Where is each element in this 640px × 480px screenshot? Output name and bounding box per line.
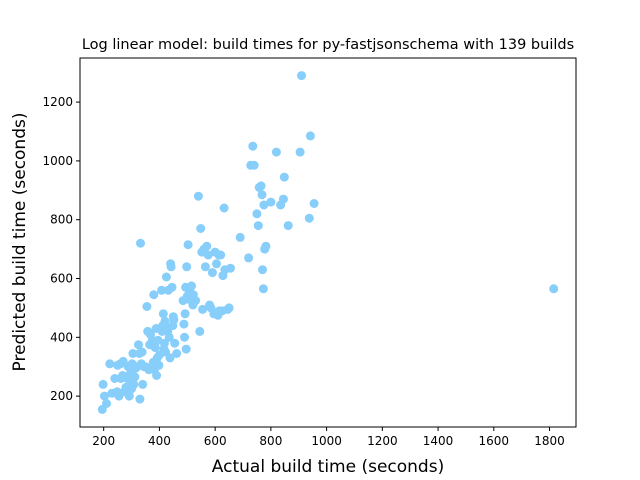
data-point bbox=[304, 213, 314, 223]
data-point bbox=[200, 262, 210, 272]
data-point bbox=[105, 359, 115, 369]
y-tick-label: 400 bbox=[50, 330, 73, 344]
data-point bbox=[549, 284, 559, 294]
data-point bbox=[266, 197, 276, 207]
data-point bbox=[244, 253, 254, 263]
data-point bbox=[134, 340, 143, 350]
chart-title: Log linear model: build times for py-fas… bbox=[82, 37, 574, 53]
y-tick-label: 200 bbox=[50, 389, 73, 403]
data-point bbox=[158, 309, 168, 319]
data-point bbox=[102, 399, 111, 408]
data-point bbox=[212, 259, 221, 269]
y-axis-ticks: 200 400 600 800 1000 1200 bbox=[42, 95, 80, 403]
data-point bbox=[110, 374, 120, 383]
x-tick-label: 1200 bbox=[367, 434, 398, 448]
data-point bbox=[261, 241, 271, 251]
data-point bbox=[309, 199, 319, 208]
data-point bbox=[149, 290, 159, 300]
data-point bbox=[161, 272, 171, 282]
data-point bbox=[181, 344, 191, 354]
data-point bbox=[172, 349, 182, 358]
y-tick-label: 800 bbox=[50, 213, 73, 227]
data-point bbox=[152, 371, 162, 380]
data-point bbox=[252, 209, 262, 219]
data-point bbox=[224, 303, 234, 313]
data-point bbox=[198, 304, 208, 314]
data-point bbox=[98, 379, 108, 389]
data-point bbox=[258, 284, 268, 294]
data-point bbox=[154, 360, 164, 370]
data-point bbox=[137, 347, 147, 357]
data-point bbox=[278, 194, 288, 204]
data-point bbox=[129, 379, 139, 389]
data-point bbox=[207, 268, 217, 278]
data-point bbox=[160, 316, 170, 326]
data-point bbox=[179, 319, 189, 329]
x-tick-label: 600 bbox=[204, 434, 227, 448]
data-point bbox=[164, 332, 174, 342]
data-point bbox=[166, 262, 176, 272]
data-point bbox=[187, 281, 196, 291]
data-point bbox=[182, 262, 192, 272]
data-point bbox=[249, 160, 259, 170]
data-point bbox=[170, 338, 180, 348]
data-point bbox=[150, 343, 160, 353]
data-point bbox=[216, 250, 226, 260]
data-points bbox=[97, 71, 559, 414]
data-point bbox=[196, 224, 206, 233]
x-tick-label: 1600 bbox=[479, 434, 510, 448]
y-tick-label: 1000 bbox=[42, 154, 73, 168]
data-point bbox=[305, 131, 315, 141]
y-axis-label: Predicted build time (seconds) bbox=[10, 113, 30, 372]
data-point bbox=[226, 263, 235, 273]
data-point bbox=[253, 221, 263, 231]
data-point bbox=[271, 147, 281, 157]
data-point bbox=[219, 203, 229, 213]
data-point bbox=[283, 221, 293, 231]
data-point bbox=[180, 332, 189, 342]
x-tick-label: 800 bbox=[259, 434, 282, 448]
y-tick-label: 1200 bbox=[42, 95, 73, 109]
data-point bbox=[257, 190, 267, 200]
data-point bbox=[203, 250, 213, 260]
data-point bbox=[157, 285, 167, 295]
x-axis-ticks: 200 400 600 800 1000 1200 1400 1600 1800 bbox=[92, 427, 565, 448]
data-point bbox=[136, 238, 145, 248]
data-point bbox=[195, 326, 205, 336]
data-point bbox=[169, 315, 179, 325]
data-point bbox=[259, 200, 269, 210]
data-point bbox=[258, 265, 267, 275]
x-axis-label: Actual build time (seconds) bbox=[212, 457, 444, 477]
data-point bbox=[193, 191, 203, 201]
x-tick-label: 400 bbox=[148, 434, 171, 448]
data-point bbox=[297, 71, 306, 81]
data-point bbox=[180, 309, 190, 319]
x-tick-label: 1400 bbox=[423, 434, 454, 448]
data-point bbox=[256, 181, 266, 191]
data-point bbox=[130, 372, 140, 382]
data-point bbox=[295, 147, 305, 157]
data-point bbox=[167, 282, 177, 292]
data-point bbox=[279, 172, 289, 182]
y-tick-label: 600 bbox=[50, 272, 73, 286]
x-tick-label: 1800 bbox=[534, 434, 565, 448]
data-point bbox=[191, 296, 201, 306]
x-tick-label: 1000 bbox=[311, 434, 342, 448]
x-tick-label: 200 bbox=[92, 434, 115, 448]
data-point bbox=[248, 141, 258, 151]
data-point bbox=[100, 391, 109, 401]
data-point bbox=[165, 353, 175, 363]
plot-frame bbox=[79, 57, 577, 428]
data-point bbox=[124, 391, 134, 401]
data-point bbox=[142, 302, 152, 311]
data-point bbox=[235, 232, 245, 242]
data-point bbox=[202, 241, 212, 251]
data-point bbox=[138, 379, 148, 389]
data-point bbox=[128, 349, 138, 358]
data-point bbox=[183, 240, 193, 250]
data-point bbox=[135, 394, 145, 404]
